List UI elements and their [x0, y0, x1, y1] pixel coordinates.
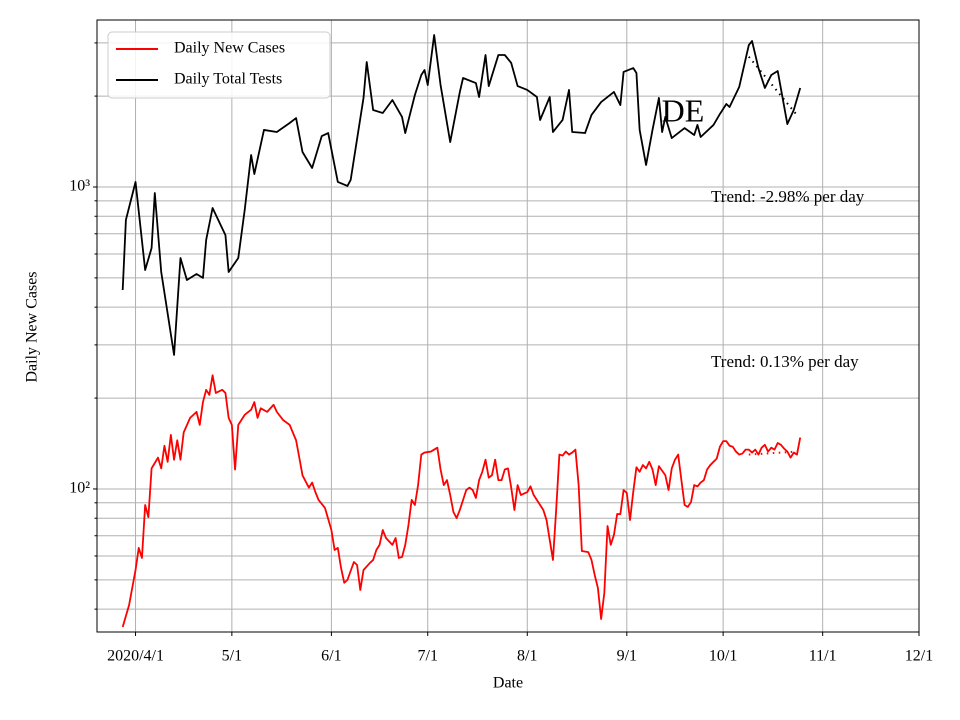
annotation-trend: Trend: 0.13% per day: [711, 352, 859, 371]
y-axis-label: Daily New Cases: [24, 271, 41, 382]
trend-line: [748, 450, 798, 456]
axes: 10² 10³ 2020/4/1 5/1 6/1 7/1 8/1 9/1 10/1 11/1 12/…: [69, 42, 933, 665]
legend-box: [107, 31, 331, 99]
data-line: [121, 34, 802, 356]
legend-label: Daily Total Tests: [174, 71, 282, 88]
x-tick-label: 2020/4/1: [107, 648, 164, 665]
data-line: [121, 374, 802, 628]
annotation-country: DE: [662, 92, 705, 128]
x-tick-label: 10/1: [709, 648, 737, 665]
x-tick-label: 9/1: [617, 648, 637, 665]
x-tick-label: 8/1: [517, 648, 537, 665]
grid: [97, 20, 920, 632]
y-tick-label: 10³: [69, 178, 90, 195]
plot-marks: [121, 34, 802, 628]
legend-label: Daily New Cases: [174, 40, 285, 57]
trend-line: [748, 56, 798, 116]
y-tick-label: 10²: [69, 480, 90, 497]
x-axis-label: Date: [493, 675, 523, 692]
legend: Daily New Cases Daily Total Tests: [107, 31, 331, 99]
x-tick-label: 5/1: [222, 648, 242, 665]
x-tick-label: 6/1: [321, 648, 341, 665]
x-tick-label: 12/1: [905, 648, 933, 665]
x-tick-label: 7/1: [418, 648, 438, 665]
annotation-trend: Trend: -2.98% per day: [711, 187, 865, 206]
plot-frame: [96, 19, 920, 633]
x-tick-label: 11/1: [809, 648, 837, 665]
